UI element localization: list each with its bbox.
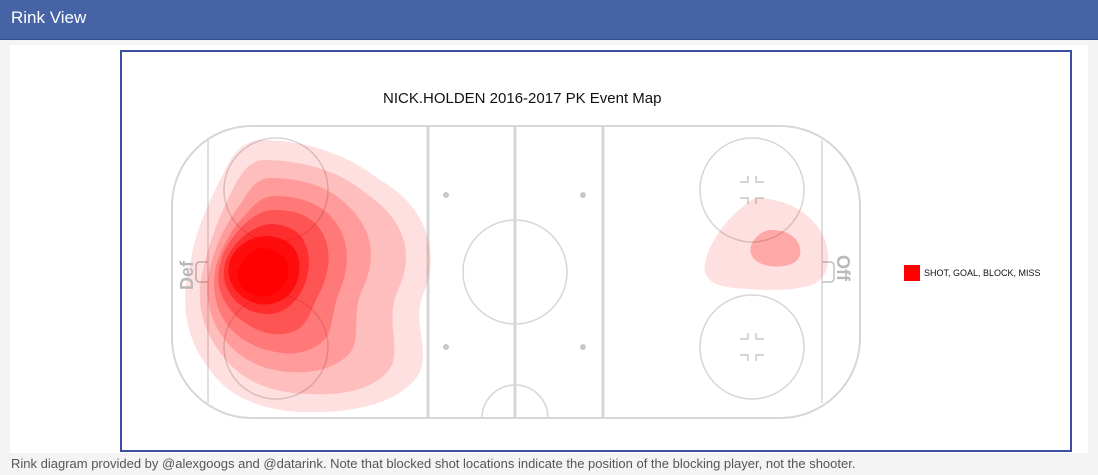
chart-title: NICK.HOLDEN 2016-2017 PK Event Map [383, 90, 662, 107]
density-contour-1 [185, 140, 431, 413]
heatmap-defensive-zone [185, 140, 431, 413]
density-contour-8 [237, 248, 289, 297]
neutral-dot [443, 192, 449, 198]
density-contour-off-2 [750, 230, 801, 267]
off-goal-net [822, 261, 835, 283]
footer-note: Rink diagram provided by @alexgoogs and … [11, 456, 856, 471]
off-faceoff-circle-bottom [699, 294, 805, 400]
referee-crease [481, 384, 549, 419]
legend-label: SHOT, GOAL, BLOCK, MISS [924, 268, 1041, 278]
off-hash-marks-bottom [740, 333, 764, 361]
heatmap-offensive-zone [704, 198, 829, 290]
center-circle [462, 219, 568, 325]
off-faceoff-circle-top [699, 137, 805, 243]
chart-legend: SHOT, GOAL, BLOCK, MISS [904, 265, 1041, 281]
density-contour-off-1 [704, 198, 829, 290]
neutral-dot [580, 344, 586, 350]
off-hash-marks-top [740, 176, 764, 204]
density-contour-2 [199, 160, 407, 395]
neutral-dot [580, 192, 586, 198]
legend-swatch [904, 265, 920, 281]
page-title: Rink View [11, 8, 87, 27]
def-goal-net [195, 261, 208, 283]
neutral-dot [443, 344, 449, 350]
def-zone-label: Def [177, 260, 197, 290]
header-bar: Rink View [0, 0, 1098, 40]
off-zone-label: Off [833, 255, 853, 282]
